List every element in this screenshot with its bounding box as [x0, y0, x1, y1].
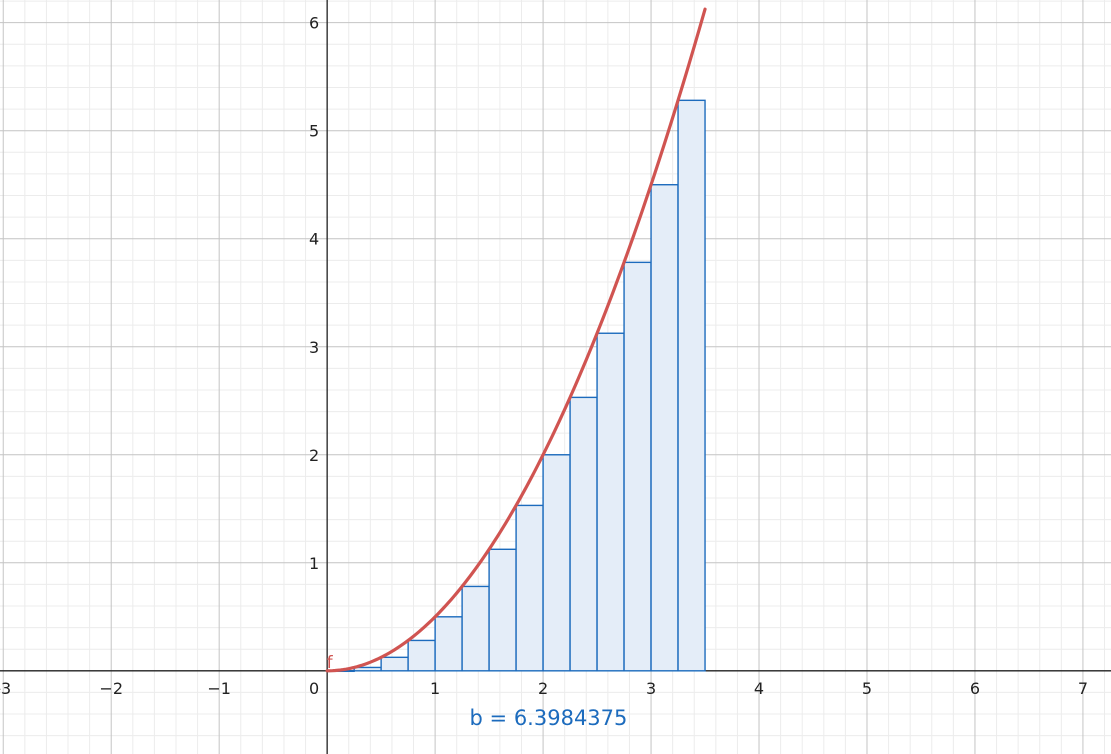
- x-tick-label: -3: [0, 679, 11, 698]
- riemann-rectangles: [326, 99, 706, 673]
- y-tick-label: 4: [309, 230, 319, 249]
- x-tick-label: 0: [309, 679, 319, 698]
- x-tick-label: −1: [207, 679, 231, 698]
- x-tick-label: 1: [430, 679, 440, 698]
- riemann-rectangle: [488, 548, 517, 672]
- x-tick-label: 6: [970, 679, 980, 698]
- riemann-rectangle: [407, 639, 436, 672]
- riemann-rectangle: [677, 99, 706, 672]
- riemann-rectangle: [569, 396, 598, 672]
- riemann-rectangle: [596, 332, 625, 672]
- value-label: b = 6.3984375: [470, 706, 628, 730]
- riemann-rectangle: [380, 656, 409, 672]
- riemann-rectangle: [542, 454, 571, 672]
- riemann-rectangle: [650, 184, 679, 672]
- x-tick-label: 5: [862, 679, 872, 698]
- x-tick-label: 2: [538, 679, 548, 698]
- y-tick-label: 3: [309, 338, 319, 357]
- function-curve: [325, 7, 707, 673]
- y-tick-label: 5: [309, 122, 319, 141]
- riemann-rectangle: [515, 504, 544, 672]
- axis-tick-labels: -3 −2 −1 0 1 2 3 4 5 6 7 1 2 3 4 5 6: [0, 14, 1088, 698]
- riemann-rectangle: [461, 585, 490, 672]
- riemann-rectangle: [434, 616, 463, 672]
- y-tick-label: 2: [309, 446, 319, 465]
- x-tick-label: 7: [1078, 679, 1088, 698]
- x-tick-label: 3: [646, 679, 656, 698]
- y-tick-label: 1: [309, 554, 319, 573]
- riemann-rectangle: [623, 261, 652, 672]
- x-tick-label: −2: [99, 679, 123, 698]
- y-tick-label: 6: [309, 14, 319, 33]
- function-curve-group: [325, 7, 707, 673]
- function-name-label: f: [327, 653, 334, 673]
- x-tick-label: 4: [754, 679, 764, 698]
